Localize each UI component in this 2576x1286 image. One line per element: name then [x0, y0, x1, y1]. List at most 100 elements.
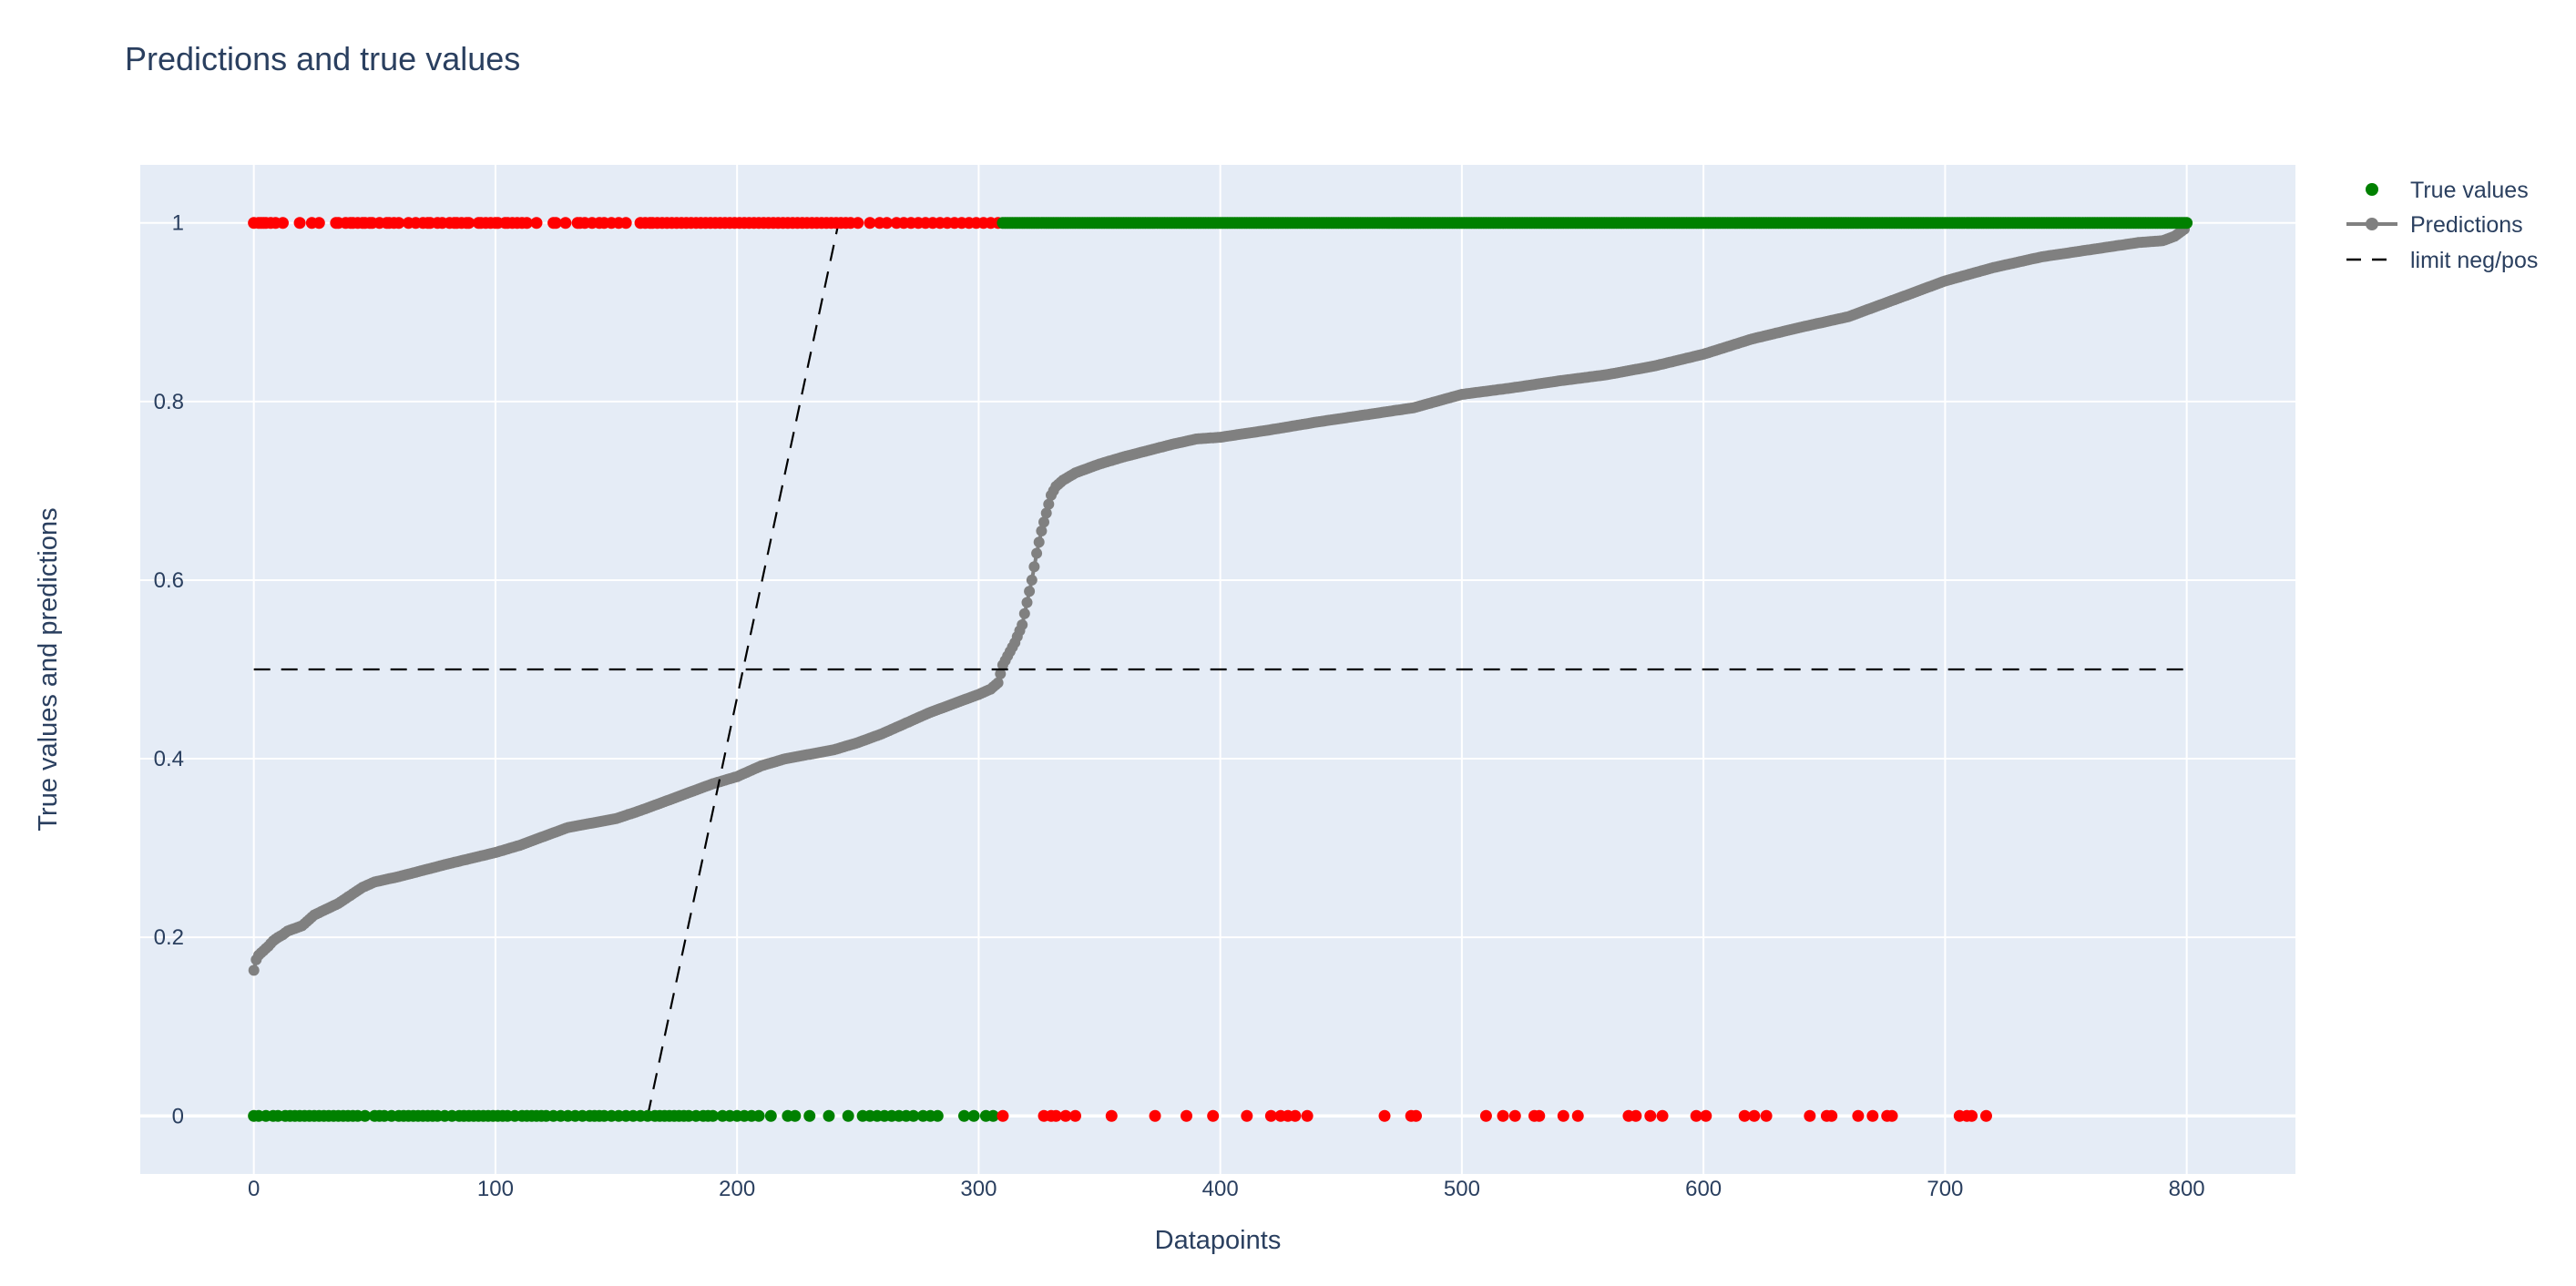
true-value-point — [1700, 1109, 1712, 1122]
prediction-point — [1024, 586, 1036, 597]
y-tick-label: 0.8 — [154, 390, 184, 414]
prediction-point — [1028, 561, 1040, 573]
true-value-point — [931, 1109, 944, 1122]
series-layer — [248, 217, 2193, 1122]
prediction-point — [1021, 597, 1033, 608]
true-value-point — [1059, 1109, 1072, 1122]
prediction-point — [1018, 607, 1030, 619]
true-value-point — [1149, 1109, 1161, 1122]
true-value-point — [967, 1109, 980, 1122]
y-tick-label: 0.4 — [154, 747, 184, 771]
true-value-point — [852, 217, 864, 230]
true-value-point — [359, 1109, 372, 1122]
legend-label-predictions: Predictions — [2410, 212, 2523, 238]
x-axis-ticks: 0 100 200 300 400 500 600 700 800 — [248, 1177, 2205, 1201]
true-value-point — [1852, 1109, 1865, 1122]
true-value-point — [1241, 1109, 1253, 1122]
x-axis-title: Datapoints — [1155, 1226, 1282, 1255]
true-value-point — [520, 217, 533, 230]
true-value-point — [764, 1109, 777, 1122]
chart-title: Predictions and true values — [125, 40, 521, 77]
true-value-point — [1410, 1109, 1423, 1122]
true-value-point — [1508, 1109, 1521, 1122]
true-value-point — [1181, 1109, 1193, 1122]
legend-marker-true-values — [2366, 183, 2378, 196]
prediction-point — [1043, 498, 1055, 510]
true-value-point — [393, 217, 405, 230]
legend-item-limit[interactable]: limit neg/pos — [2346, 248, 2538, 273]
true-value-point — [1760, 1109, 1773, 1122]
true-value-point — [1207, 1109, 1220, 1122]
x-tick-label: 700 — [1927, 1177, 1963, 1201]
y-tick-label: 0.6 — [154, 568, 184, 593]
true-value-point — [1289, 1109, 1302, 1122]
true-value-point — [312, 217, 325, 230]
true-value-point — [1571, 1109, 1584, 1122]
true-value-point — [1069, 1109, 1082, 1122]
prediction-point — [995, 668, 1007, 679]
true-value-point — [707, 1109, 720, 1122]
true-value-point — [559, 217, 572, 230]
y-axis-title: True values and predictions — [34, 507, 63, 831]
true-value-point — [1479, 1109, 1492, 1122]
true-value-point — [1301, 1109, 1314, 1122]
legend-marker-predictions — [2366, 218, 2378, 230]
legend-item-true-values[interactable]: True values — [2366, 178, 2529, 203]
true-value-point — [789, 1109, 802, 1122]
true-value-point — [1979, 1109, 1992, 1122]
legend-item-predictions[interactable]: Predictions — [2346, 212, 2523, 238]
true-value-point — [1656, 1109, 1669, 1122]
true-value-point — [864, 217, 876, 230]
y-tick-label: 1 — [172, 211, 184, 236]
true-value-point — [276, 217, 289, 230]
true-value-point — [1049, 1109, 1062, 1122]
true-value-point — [293, 217, 306, 230]
true-value-point — [2181, 217, 2193, 230]
true-value-point — [803, 1109, 816, 1122]
prediction-point — [1036, 526, 1048, 536]
legend-label-limit: limit neg/pos — [2410, 248, 2538, 273]
y-tick-label: 0.2 — [154, 925, 184, 950]
true-value-point — [752, 1109, 765, 1122]
y-axis-ticks: 0 0.2 0.4 0.6 0.8 1 — [154, 211, 184, 1129]
true-value-point — [997, 1109, 1009, 1122]
true-value-point — [842, 1109, 854, 1122]
prediction-point — [248, 964, 260, 976]
true-value-point — [881, 217, 894, 230]
true-value-point — [1264, 1109, 1277, 1122]
x-tick-label: 200 — [719, 1177, 755, 1201]
true-value-point — [1966, 1109, 1978, 1122]
true-value-point — [1825, 1109, 1838, 1122]
true-value-point — [1748, 1109, 1761, 1122]
legend: True values Predictions limit neg/pos — [2346, 178, 2538, 273]
true-value-point — [463, 217, 475, 230]
prediction-point — [1038, 516, 1049, 528]
true-value-point — [549, 217, 562, 230]
prediction-point — [1026, 574, 1038, 586]
legend-label-true-values: True values — [2410, 178, 2529, 203]
prediction-point — [992, 677, 1004, 689]
true-value-point — [1886, 1109, 1898, 1122]
predictions-markers — [248, 223, 2190, 976]
true-value-point — [619, 217, 632, 230]
true-value-point — [907, 1109, 920, 1122]
true-value-point — [823, 1109, 835, 1122]
true-value-point — [530, 217, 543, 230]
true-value-point — [1497, 1109, 1509, 1122]
true-value-point — [1738, 1109, 1751, 1122]
true-value-point — [1644, 1109, 1657, 1122]
true-values-markers — [248, 217, 2193, 1122]
x-tick-label: 0 — [248, 1177, 260, 1201]
true-value-point — [1630, 1109, 1642, 1122]
x-tick-label: 800 — [2169, 1177, 2205, 1201]
prediction-point — [1017, 619, 1028, 630]
y-tick-label: 0 — [172, 1104, 184, 1128]
prediction-point — [1031, 547, 1043, 559]
x-tick-label: 300 — [960, 1177, 997, 1201]
true-value-point — [1105, 1109, 1118, 1122]
prediction-point — [1040, 507, 1052, 519]
x-tick-label: 100 — [477, 1177, 514, 1201]
true-value-point — [1804, 1109, 1816, 1122]
true-value-point — [1378, 1109, 1391, 1122]
